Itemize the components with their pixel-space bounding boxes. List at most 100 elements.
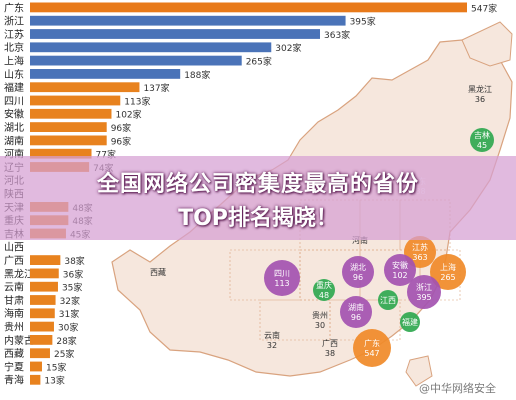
bar-row-10: 湖南 96家: [4, 134, 131, 147]
bar: [30, 29, 321, 39]
bar-value-label: 363家: [324, 29, 350, 41]
province-border: [359, 199, 401, 251]
map-province-value: 395: [416, 293, 431, 302]
map-province-value: 48: [319, 291, 329, 300]
bar: [30, 335, 53, 345]
map-province-name: 上海: [440, 262, 456, 272]
category-label: 江苏: [4, 28, 24, 41]
map-province-value: 38: [325, 349, 335, 358]
bar-value-label: 30家: [58, 322, 78, 334]
map-province-value: 102: [392, 271, 407, 280]
map-province-name: 浙江: [416, 282, 432, 292]
map-bubble: [400, 312, 420, 332]
category-label: 上海: [4, 55, 24, 68]
map-northeast: [461, 21, 513, 67]
province-border: [259, 299, 331, 341]
bar-value-label: 113家: [124, 95, 150, 107]
map-province-value: 265: [440, 273, 455, 282]
category-label: 北京: [4, 41, 24, 54]
bar-row-22: 甘肃 32家: [4, 294, 80, 307]
bar-value-label: 96家: [111, 122, 131, 134]
bar-row-8: 安徽 102家: [4, 108, 142, 121]
bar-row-2: 江苏 363家: [4, 28, 350, 41]
bar-row-21: 云南 35家: [4, 281, 82, 294]
map-province-name: 西藏: [150, 267, 166, 277]
bar-value-label: 36家: [63, 268, 83, 280]
bar-value-label: 188家: [184, 69, 210, 81]
bar: [30, 82, 140, 93]
bar-value-label: 137家: [143, 82, 169, 94]
category-label: 贵州: [4, 321, 24, 334]
bar-row-0: 广东 547家: [4, 1, 497, 14]
category-label: 甘肃: [4, 294, 24, 307]
map-province-value: 547: [364, 349, 379, 358]
category-label: 内蒙古: [4, 334, 34, 347]
bar: [30, 122, 107, 132]
bar-value-label: 38家: [64, 255, 84, 267]
map-bubble: [264, 260, 300, 296]
bar-row-26: 西藏 25家: [4, 348, 74, 360]
title-banner: [0, 156, 516, 240]
bar: [30, 255, 61, 265]
bar-value-label: 28家: [56, 335, 76, 347]
bar-row-19: 广西 38家: [4, 255, 85, 267]
category-label: 山东: [4, 68, 24, 81]
category-label: 湖南: [4, 134, 24, 147]
bar: [30, 95, 121, 106]
bar-value-label: 96家: [111, 135, 131, 147]
bar: [30, 69, 181, 79]
map-province-value: 113: [274, 279, 289, 288]
bar-row-4: 上海 265家: [4, 55, 272, 68]
bar-row-18: 山西: [4, 242, 24, 254]
map-bubble: [342, 256, 374, 288]
map-province-12: 江西: [378, 290, 398, 310]
category-label: 宁夏: [4, 360, 24, 373]
map-province-value: 45: [477, 141, 487, 150]
bar: [30, 148, 92, 159]
category-label: 浙江: [4, 16, 24, 28]
province-border: [229, 249, 301, 301]
bar-value-label: 25家: [54, 348, 74, 360]
bar-row-1: 浙江 395家: [4, 16, 376, 28]
bar-value-label: 265家: [246, 56, 272, 68]
province-border: [419, 249, 461, 301]
bar-row-27: 宁夏 15家: [4, 360, 66, 373]
category-label: 云南: [4, 281, 24, 294]
bar: [30, 374, 41, 385]
map-bubble: [353, 329, 391, 367]
bar: [30, 308, 55, 319]
banner-title-line-2: TOP排名揭晓！: [178, 206, 338, 231]
bar: [30, 268, 59, 279]
map-province-name: 福建: [402, 317, 418, 327]
map-province-name: 湖南: [348, 302, 364, 312]
map-province-name: 江西: [380, 296, 396, 305]
category-label: 黑龙江: [4, 267, 34, 280]
category-label: 广西: [4, 255, 24, 267]
bar-value-label: 15家: [46, 361, 66, 373]
map-province-value: 96: [351, 313, 361, 322]
bar: [30, 321, 54, 332]
bar-value-label: 547家: [471, 2, 497, 14]
bar-row-28: 青海 13家: [4, 374, 65, 387]
bar-row-5: 山东 188家: [4, 68, 210, 81]
bar: [30, 281, 58, 292]
map-province-name: 江苏: [412, 242, 428, 252]
map-province-name: 云南: [264, 330, 280, 340]
bar: [30, 55, 242, 66]
category-label: 山西: [4, 242, 24, 254]
bar: [30, 15, 346, 26]
bar: [30, 295, 56, 305]
bar-row-6: 福建 137家: [4, 81, 170, 94]
map-province-name: 贵州: [312, 310, 328, 320]
bar: [30, 135, 107, 146]
bar-row-24: 贵州 30家: [4, 321, 78, 334]
